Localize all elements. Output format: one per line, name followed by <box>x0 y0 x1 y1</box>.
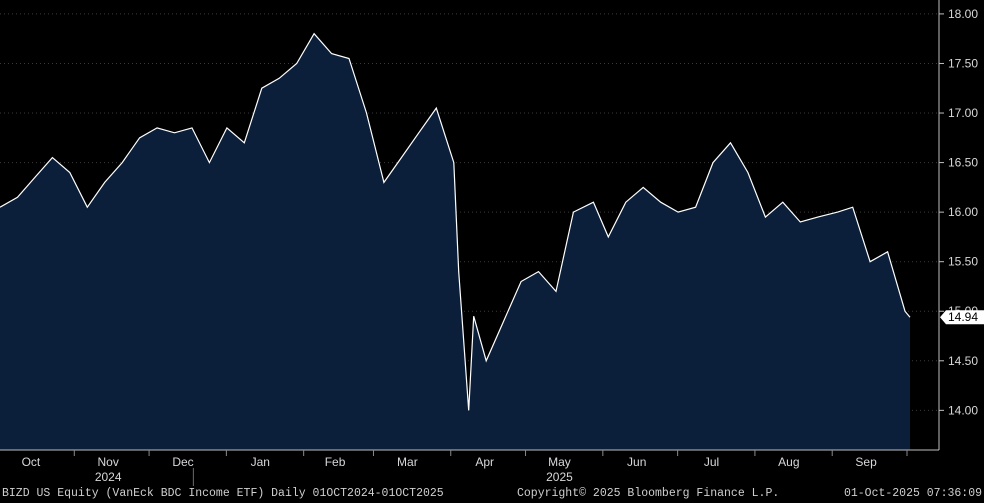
security-description: BIZD US Equity (VanEck BDC Income ETF) D… <box>2 487 444 500</box>
x-month-label: Feb <box>325 455 346 469</box>
copyright-text: Copyright© 2025 Bloomberg Finance L.P. <box>517 487 780 500</box>
last-value-marker: 14.94 <box>940 310 984 325</box>
x-month-label: Oct <box>22 455 41 469</box>
y-tick-label: 16.50 <box>948 156 978 170</box>
x-month-label: Mar <box>397 455 418 469</box>
price-chart: 14.0014.5015.0015.5016.0016.5017.0017.50… <box>0 0 984 486</box>
x-month-label: Aug <box>778 455 799 469</box>
price-line <box>0 32 911 411</box>
x-month-label: Nov <box>98 455 119 469</box>
y-tick-label: 18.00 <box>948 7 978 21</box>
y-axis: 14.0014.5015.0015.5016.0016.5017.0017.50… <box>938 0 978 450</box>
x-month-label: Jun <box>627 455 646 469</box>
x-month-label: Sep <box>855 455 877 469</box>
x-month-label: Jan <box>251 455 270 469</box>
price-area <box>0 33 910 450</box>
last-value-box <box>940 310 984 325</box>
x-year-label: 2025 <box>546 470 573 484</box>
y-tick-label: 14.00 <box>948 403 978 417</box>
y-tick-label: 17.00 <box>948 106 978 120</box>
x-month-label: Dec <box>172 455 193 469</box>
y-tick-label: 16.00 <box>948 205 978 219</box>
chart-footer: BIZD US Equity (VanEck BDC Income ETF) D… <box>0 486 984 503</box>
y-tick-label: 14.50 <box>948 354 978 368</box>
x-year-label: 2024 <box>95 470 122 484</box>
x-month-label: May <box>548 455 571 469</box>
x-month-label: Jul <box>704 455 719 469</box>
last-value-label: 14.94 <box>948 310 978 324</box>
timestamp-text: 01-Oct-2025 07:36:09 <box>843 487 982 500</box>
x-axis: Oct Nov Dec Jan Feb Mar Apr May Jun Jul Aug Sep 2024… <box>0 449 939 486</box>
y-tick-label: 15.50 <box>948 255 978 269</box>
x-month-label: Apr <box>475 455 494 469</box>
y-tick-label: 17.50 <box>948 56 978 70</box>
